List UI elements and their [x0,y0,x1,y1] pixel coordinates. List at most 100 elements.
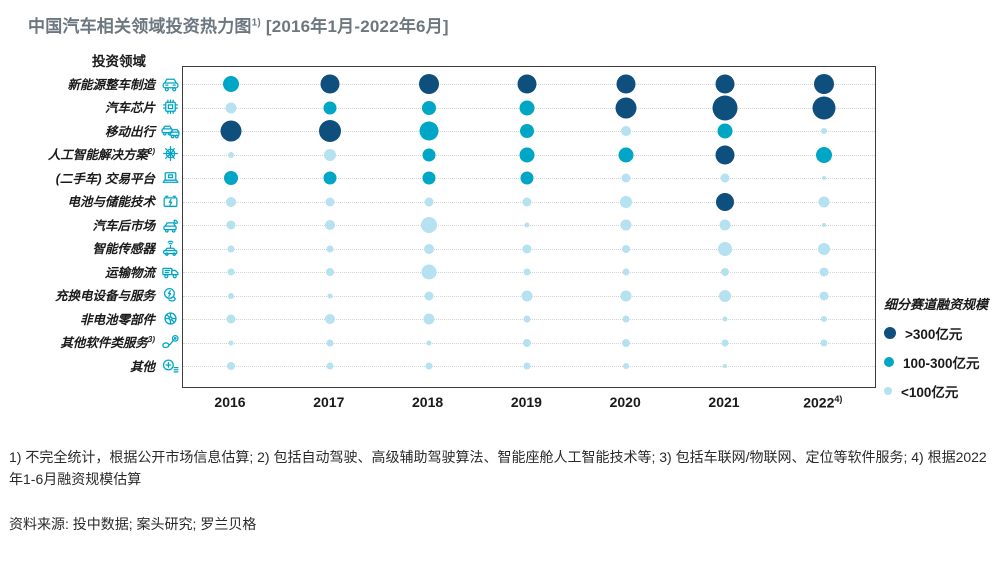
bubble-2016-row12 [228,340,234,345]
bubble-2016-row4 [228,151,234,158]
legend-item: <100亿元 [884,381,998,401]
bubble-2021-row9 [721,268,729,276]
bubble-2019-row9 [523,268,531,276]
bubble-2022-row11 [820,316,827,322]
software-pin-icon [162,334,179,349]
bubble-2020-row12 [622,338,631,347]
x-axis-label-2016: 2016 [214,394,246,410]
category-row: 其他软件类服务3) [60,331,180,353]
bubble-2020-row7 [620,219,632,231]
bubble-2022-row12 [820,339,828,346]
legend-label: <100亿元 [901,385,959,400]
legend-label: >300亿元 [905,327,963,342]
bubble-2018-row13 [425,362,433,370]
bubble-2021-row7 [719,219,731,231]
bubble-2019-row11 [523,315,531,323]
category-label: 电池与储能技术 [67,195,155,209]
battery-icon [163,195,178,207]
bubble-2017-row13 [326,362,334,370]
category-row: 其他 [130,354,180,376]
legend-label: 100-300亿元 [903,356,980,371]
other-icon [162,358,179,372]
ev-car-icon [161,75,180,92]
bubble-2017-row7 [324,220,335,230]
category-footnote-marker: 2) [147,146,155,156]
bubble-2022-row8 [817,242,830,255]
bubble-2020-row10 [620,290,632,301]
legend-dot-teal [884,357,894,367]
bubble-2017-row11 [324,314,335,324]
bubble-2021-row2 [712,95,738,120]
bubble-2019-row12 [523,338,532,347]
category-axis: 新能源整车制造 汽车芯片 移动出行 人工智能解决方案2) (二手车) 交易平台 电池与储能… [0,66,180,388]
bubble-2018-row9 [421,264,437,280]
bubble-2018-row3 [419,121,439,141]
wheel-icon [161,310,180,327]
bubble-2017-row1 [320,74,340,94]
bubble-2022-row3 [820,128,827,134]
category-label: 运输物流 [104,265,155,280]
bubble-2018-row8 [423,243,434,254]
category-row: 电池与储能技术 [67,190,180,212]
bubble-2020-row11 [622,315,630,323]
bubble-2016-row13 [227,362,235,370]
car-repair-icon [161,216,180,233]
bubble-2017-row10 [327,293,333,298]
bubble-2022-row10 [819,291,829,300]
bubble-2021-row12 [721,339,729,346]
bubble-2021-row6 [716,192,734,211]
category-row: 汽车芯片 [105,96,180,118]
bubble-2019-row10 [521,290,533,301]
bubble-2021-row11 [722,316,728,322]
x-axis-label-2022: 20224) [803,394,843,411]
bubble-2016-row8 [227,245,235,252]
bubble-2016-row5 [224,171,238,185]
category-row: 充换电设备与服务 [55,284,180,306]
x-axis-label-2017: 2017 [313,394,345,410]
legend-item: 100-300亿元 [884,352,998,372]
bubble-2022-row2 [812,96,836,119]
bubble-2020-row6 [620,195,633,208]
charging-icon [161,286,180,303]
bubble-2017-row3 [318,120,341,142]
footnotes: 1) 不完全统计，根据公开市场信息估算; 2) 包括自动驾驶、高级辅助驾驶算法、… [9,449,987,487]
category-label: 新能源整车制造 [67,77,155,92]
legend-items: >300亿元 100-300亿元 <100亿元 [884,323,998,401]
bubble-2017-row8 [326,245,334,252]
bubble-2017-row9 [325,268,334,276]
bubble-2020-row2 [615,97,637,118]
bubble-2017-row4 [323,148,336,161]
bubble-2022-row9 [819,267,829,277]
bubble-2020-row1 [616,74,636,94]
wheel-icon [164,311,177,325]
category-row: 新能源整车制造 [67,72,180,94]
category-row: 人工智能解决方案2) [48,143,180,165]
plot-area [182,66,876,388]
legend-dot-dark [884,327,896,339]
bubble-2019-row4 [519,147,535,162]
bubble-2017-row12 [326,339,334,346]
charging-icon [163,287,176,302]
category-row: 运输物流 [105,260,180,282]
bubble-2021-row13 [723,364,727,368]
bubble-2017-row5 [323,171,337,185]
bubble-2021-row3 [717,123,733,139]
x-axis-label-2019: 2019 [510,394,542,410]
y-axis-header: 投资领域 [92,54,146,69]
bubble-2021-row5 [720,173,730,183]
bubble-2020-row13 [623,363,630,369]
category-label: 汽车后市场 [92,218,155,233]
truck-icon [161,263,180,280]
bubble-2019-row5 [520,171,534,185]
bubble-2018-row5 [422,171,436,185]
bubble-2018-row11 [423,313,435,325]
category-label: 汽车芯片 [104,101,155,115]
bubble-2018-row1 [418,74,439,94]
bubble-2018-row6 [424,197,434,206]
bubble-2016-row3 [220,120,242,142]
bubble-2021-row1 [715,74,735,94]
bubble-2019-row2 [519,100,535,115]
title-period: [2016年1月-2022年6月] [260,17,449,36]
page-title: 中国汽车相关领域投资热力图1) [2016年1月-2022年6月] [28,12,449,37]
